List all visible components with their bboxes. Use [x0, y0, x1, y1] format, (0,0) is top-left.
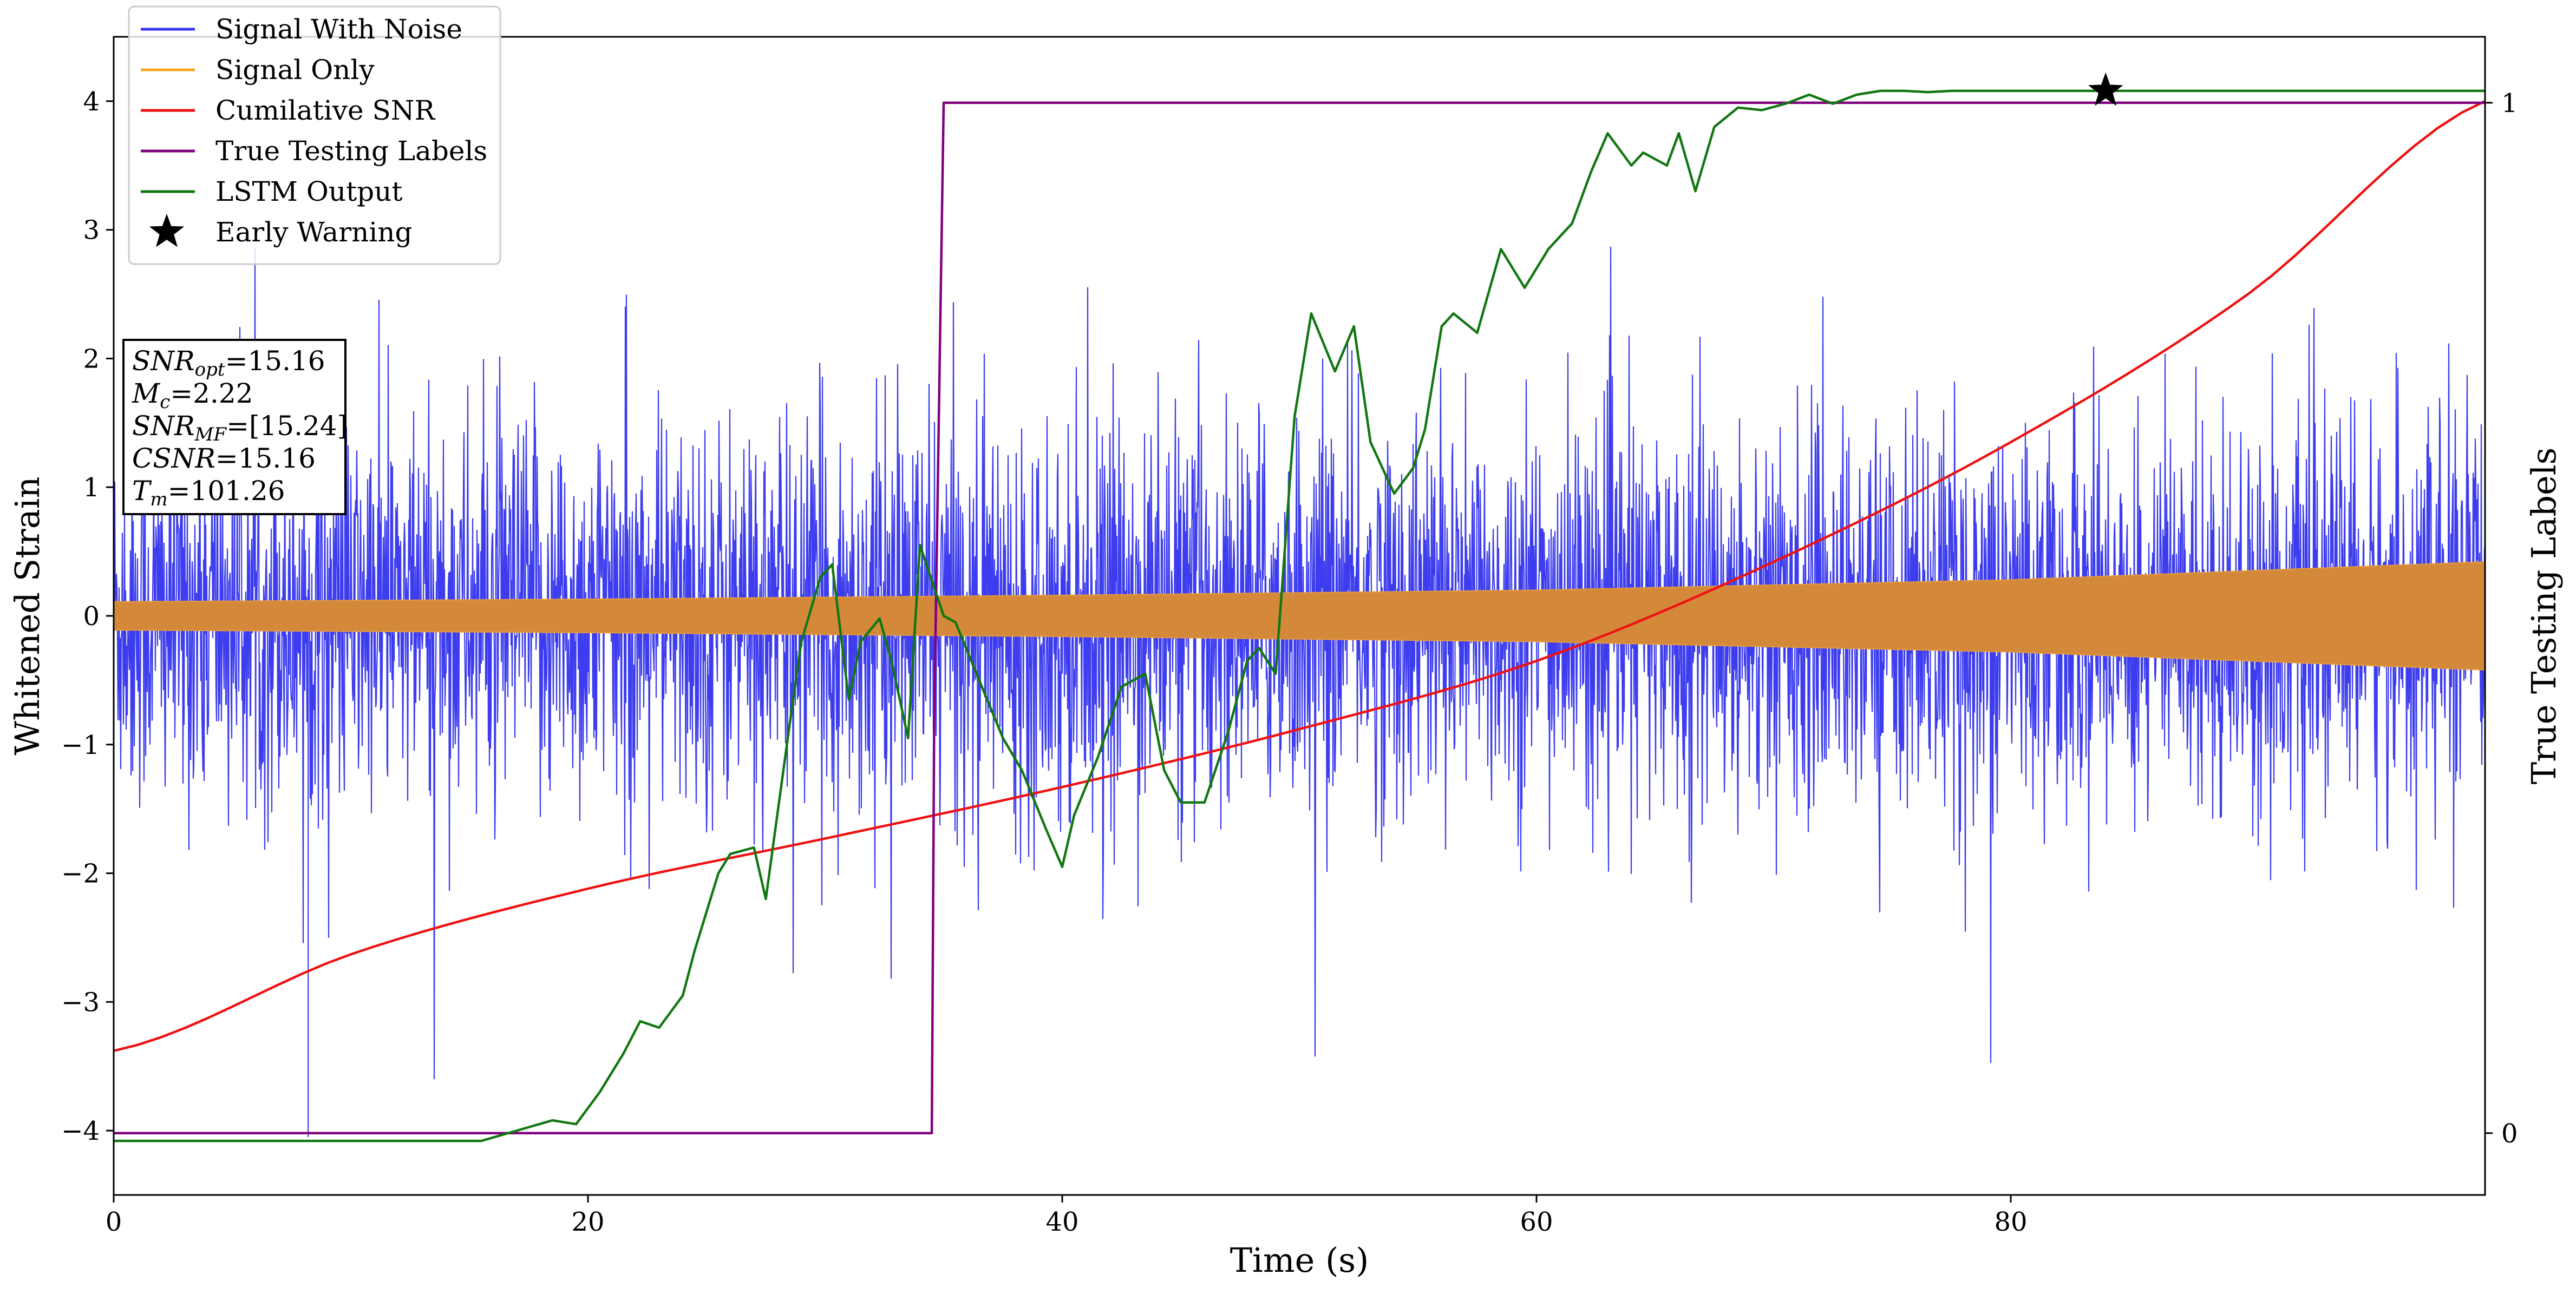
series-cumilative-snr-line: [114, 100, 2485, 1052]
y-tick-label: 2: [83, 344, 100, 374]
y-tick-label: 1: [83, 472, 100, 503]
y-tick-label: 0: [83, 601, 100, 632]
y-tick-label: −2: [61, 859, 100, 889]
legend-label: LSTM Output: [215, 176, 402, 207]
legend-swatch-star: [149, 214, 185, 247]
series-lstm-output-line: [114, 89, 2485, 1142]
info-box-line: Mc=2.22: [132, 378, 253, 413]
y-tick-label: −1: [61, 730, 100, 760]
info-box-line: Tm=101.26: [132, 475, 285, 510]
legend-label: True Testing Labels: [215, 135, 487, 167]
x-tick-label: 40: [1045, 1207, 1078, 1237]
x-axis-label: Time (s): [1230, 1240, 1369, 1280]
legend-label: Signal Only: [215, 54, 375, 86]
legend: Signal With Noise Signal Only Cumilative S…: [128, 5, 501, 265]
x-tick-label: 20: [571, 1207, 604, 1237]
y-tick-label: 4: [83, 87, 100, 117]
legend-label: Cumilative SNR: [215, 95, 435, 126]
x-tick-label: 80: [1994, 1207, 2027, 1237]
legend-label: Early Warning: [215, 216, 413, 248]
early-warning-marker: [2088, 72, 2123, 106]
y-right-tick-label: 0: [2501, 1119, 2518, 1149]
series-true-testing-labels-line: [114, 101, 2485, 1135]
info-box: SNRopt=15.16Mc=2.22SNRMF=[15.24]CSNR=15.…: [122, 339, 348, 515]
info-box-line: CSNR=15.16: [132, 443, 316, 474]
y-axis-right-label: True Testing Labels: [2524, 448, 2564, 785]
y-tick-label: 3: [83, 215, 100, 246]
legend-frame: [128, 5, 501, 265]
x-tick-label: 0: [106, 1207, 122, 1237]
legend-label: Signal With Noise: [215, 14, 462, 45]
y-axis-label: Whitened Strain: [8, 477, 47, 756]
x-tick-label: 60: [1520, 1207, 1553, 1237]
info-box-line: SNRopt=15.16: [132, 345, 325, 380]
series-signal-only-band: [114, 561, 2485, 671]
y-tick-label: −4: [61, 1116, 100, 1146]
y-right-tick-label: 1: [2501, 88, 2518, 119]
y-tick-label: −3: [61, 987, 100, 1017]
info-box-frame: [122, 339, 346, 515]
series-layer: [114, 89, 2485, 1142]
info-box-line: SNRMF=[15.24]: [132, 410, 348, 445]
